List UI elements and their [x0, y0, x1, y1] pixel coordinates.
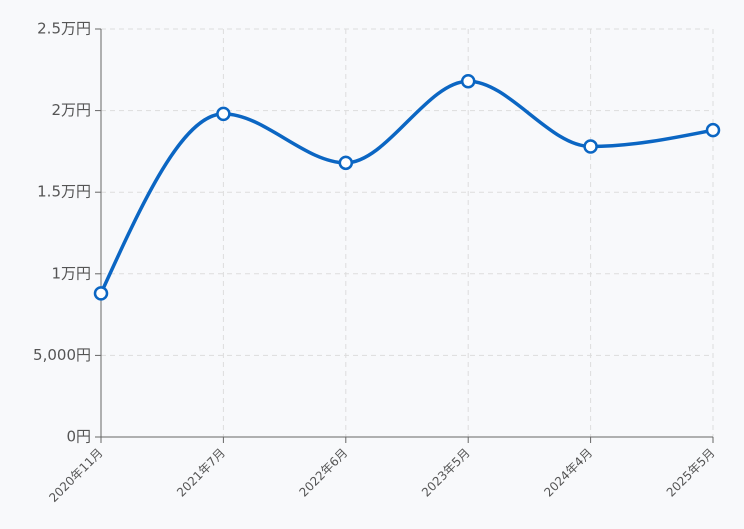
- x-tick-label: 2022年6月: [297, 446, 351, 500]
- x-label-group: 2025年5月: [664, 446, 718, 500]
- x-label-group: 2021年7月: [174, 446, 228, 500]
- point: [93, 286, 109, 301]
- x-label-group: 2024年4月: [541, 446, 595, 500]
- point: [216, 106, 231, 122]
- x-tick-label: 2021年7月: [174, 446, 228, 500]
- point: [705, 122, 721, 138]
- x-label-group: 2022年6月: [297, 446, 351, 500]
- point: [338, 155, 354, 171]
- y-tick-label: 1.5万円: [37, 183, 91, 201]
- x-tick-label: 2024年4月: [541, 446, 595, 500]
- y-tick-label: 2万円: [51, 101, 91, 119]
- y-tick-label: 1万円: [51, 264, 91, 282]
- x-label-group: 2020年11月: [46, 446, 105, 505]
- y-tick-label: 0円: [66, 428, 91, 446]
- y-tick-label: 5,000円: [33, 346, 91, 364]
- x-tick-label: 2020年11月: [46, 446, 105, 505]
- x-label-group: 2023年5月: [419, 446, 473, 500]
- point: [460, 73, 476, 89]
- x-tick-label: 2025年5月: [664, 446, 718, 500]
- point: [583, 139, 598, 154]
- y-tick-label: 2.5万円: [37, 20, 91, 38]
- x-tick-label: 2023年5月: [419, 446, 473, 500]
- line: [99, 79, 714, 295]
